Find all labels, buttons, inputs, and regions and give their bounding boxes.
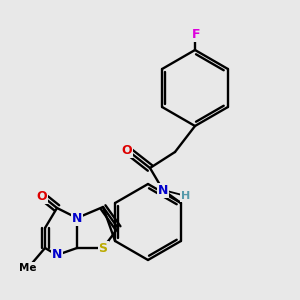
Text: F: F — [192, 28, 200, 40]
Text: H: H — [182, 191, 190, 201]
Text: Me: Me — [19, 263, 37, 273]
Text: N: N — [52, 248, 62, 262]
Text: N: N — [158, 184, 168, 196]
Text: N: N — [72, 212, 82, 224]
Text: S: S — [98, 242, 107, 254]
Text: O: O — [37, 190, 47, 202]
Text: O: O — [122, 143, 132, 157]
